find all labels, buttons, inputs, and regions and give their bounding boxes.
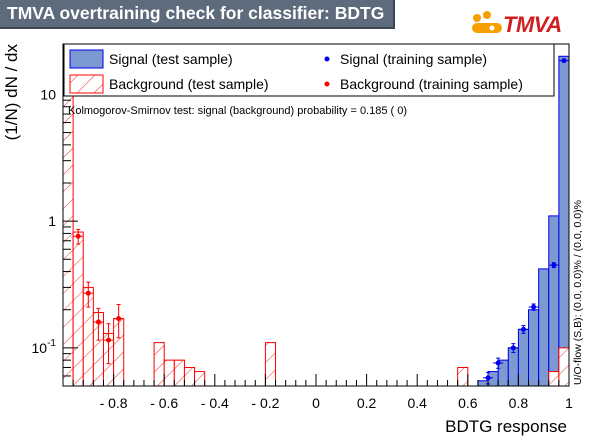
x-tick-label: 0 [312,395,320,411]
signal-test-bar [548,215,560,386]
background-test-bar [163,359,175,386]
y-tick-label: 10 [40,86,56,102]
background-train-marker [106,337,112,343]
legend-signal-test-swatch [69,49,104,69]
legend-background-test-swatch [69,74,104,94]
legend-background-test-label: Background (test sample) [109,76,269,92]
background-test-bar [183,366,196,386]
signal-train-marker [531,304,537,310]
x-tick-label: 1 [565,395,573,411]
background-train-marker [85,290,91,296]
overflow-text: U/O-flow (S,B): (0.0, 0.0)% / (0.0, 0.0)… [572,200,584,385]
legend-signal-test-label: Signal (test sample) [109,51,233,67]
x-tick-label: 0.2 [357,395,377,411]
x-tick-label: - 0.8 [100,395,128,411]
y-tick-label: 10-1 [32,338,57,356]
logo-dots-icon [472,11,502,33]
x-axis-title: BDTG response [445,417,567,436]
x-tick-label: - 0.4 [201,395,229,411]
background-test-bar [457,366,469,386]
signal-test-bar [528,309,540,386]
background-train-marker [95,319,101,325]
x-tick-label: - 0.6 [150,395,178,411]
signal-test-bar [558,55,569,386]
legend-signal-train-label: Signal (training sample) [340,51,487,67]
ks-test-text: Kolmogorov-Smirnov test: signal (backgro… [68,105,407,117]
x-tick-label: 0.6 [458,395,478,411]
legend: Signal (test sample) Background (test sa… [63,43,555,97]
background-test-bar [173,359,185,386]
logo-text: TMVA [503,12,562,37]
signal-train-marker [510,345,516,351]
chart-title: TMVA overtraining check for classifier: … [7,3,385,23]
background-train-marker [75,233,81,239]
signal-train-marker [495,360,501,366]
legend-box [63,43,555,97]
signal-train-marker [485,375,491,381]
signal-train-marker [561,58,567,64]
signal-training-points [482,58,569,385]
legend-background-train-label: Background (training sample) [340,76,523,92]
legend-signal-train-marker [324,56,330,62]
signal-train-marker [551,262,557,268]
y-axis-title: (1/N) dN / dx [2,44,21,141]
y-tick-label: 1 [48,213,56,229]
tmva-logo: TMVA [468,9,593,39]
signal-test-histogram [477,55,569,386]
background-test-bar [558,347,569,386]
signal-test-bar [517,328,530,386]
background-train-marker [116,316,122,322]
background-test-bar [72,231,84,386]
signal-test-bar [538,268,550,386]
legend-background-train-marker [324,81,330,87]
background-test-bar [548,371,560,386]
x-tick-label: - 0.2 [251,395,279,411]
x-axis-ticks: - 0.8 - 0.6 - 0.4 - 0.2 0 0.2 0.4 0.6 0.8 1 [62,374,573,411]
x-tick-label: 0.4 [407,395,427,411]
x-tick-label: 0.8 [509,395,529,411]
signal-test-bar [507,347,519,386]
title-box: TMVA overtraining check for classifier: … [0,0,395,29]
signal-train-marker [520,326,526,332]
background-test-bar [153,342,165,386]
background-test-bar [264,342,277,386]
background-test-bar [194,371,206,386]
